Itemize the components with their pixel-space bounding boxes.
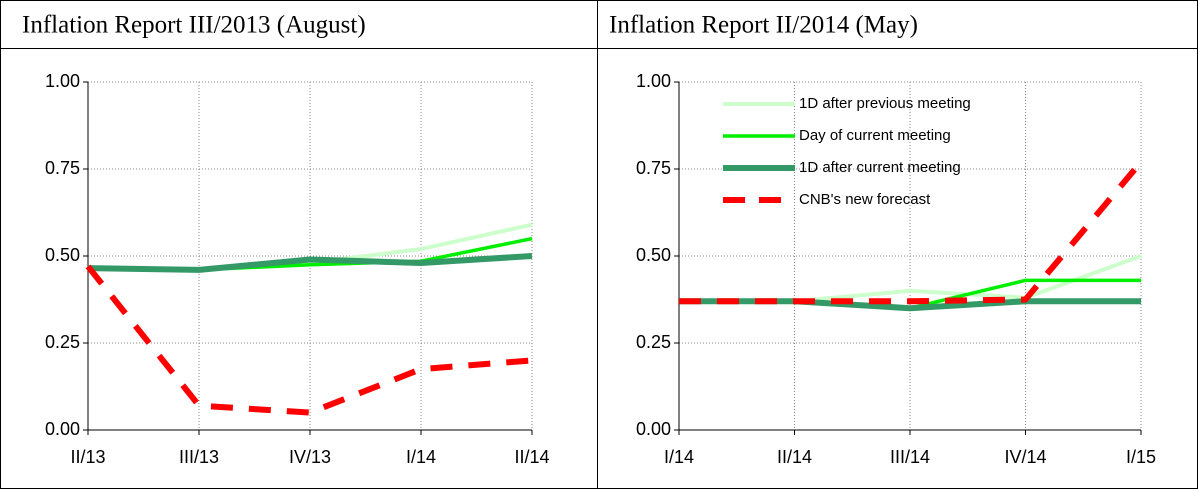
y-tick-label: 0.00 xyxy=(636,419,671,439)
y-tick-label: 0.50 xyxy=(636,245,671,265)
x-tick-label: II/13 xyxy=(70,447,105,467)
y-tick-label: 0.25 xyxy=(45,332,80,352)
legend-label: 1D after previous meeting xyxy=(799,95,971,112)
x-tick-label: III/13 xyxy=(179,447,219,467)
series-line xyxy=(679,160,1144,305)
y-tick-label: 1.00 xyxy=(45,71,80,91)
chart-title: Inflation Report II/2014 (May) xyxy=(609,12,918,39)
chart-title: Inflation Report III/2013 (August) xyxy=(22,12,366,39)
x-tick-label: I/15 xyxy=(1126,447,1156,467)
x-tick-label: II/14 xyxy=(777,447,812,467)
series-line xyxy=(85,264,533,416)
series-line xyxy=(87,236,533,272)
series-line xyxy=(87,253,533,273)
legend-label: CNB's new forecast xyxy=(799,191,931,208)
x-tick-label: I/14 xyxy=(406,447,436,467)
x-tick-label: I/14 xyxy=(664,447,694,467)
legend-label: 1D after current meeting xyxy=(799,159,961,176)
x-tick-label: II/14 xyxy=(514,447,549,467)
x-tick-label: IV/14 xyxy=(1004,447,1046,467)
y-tick-label: 1.00 xyxy=(636,71,671,91)
y-tick-label: 0.75 xyxy=(45,158,80,178)
y-tick-label: 0.25 xyxy=(636,332,671,352)
y-tick-label: 0.00 xyxy=(45,419,80,439)
x-tick-label: III/14 xyxy=(890,447,930,467)
y-tick-label: 0.75 xyxy=(636,158,671,178)
legend-label: Day of current meeting xyxy=(799,127,951,144)
y-tick-label: 0.50 xyxy=(45,245,80,265)
x-tick-label: IV/13 xyxy=(289,447,331,467)
